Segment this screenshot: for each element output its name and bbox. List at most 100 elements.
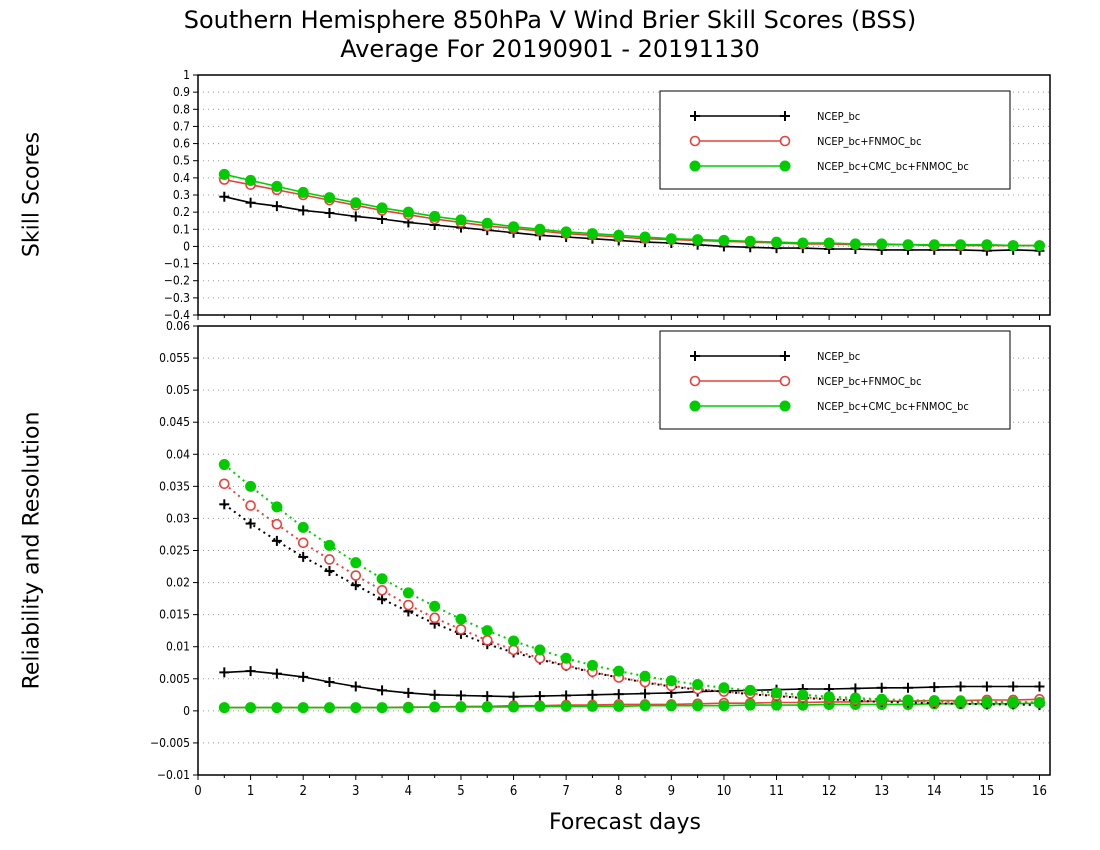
legend-label: NCEP_bc	[817, 110, 860, 123]
data-point	[639, 231, 651, 243]
legend-marker	[689, 375, 701, 387]
y-tick-label: −0.005	[150, 736, 190, 750]
y-tick-label: 0	[183, 239, 190, 253]
data-point	[297, 702, 309, 714]
data-point	[1033, 240, 1045, 252]
y-tick-label: −0.01	[157, 768, 190, 782]
y-tick-label: 0.045	[159, 415, 190, 429]
y-tick-label: 0.02	[166, 576, 190, 590]
data-point	[876, 238, 888, 250]
data-point	[245, 702, 257, 714]
data-point	[429, 701, 441, 713]
data-point	[928, 239, 940, 251]
data-point	[560, 226, 572, 238]
legend-marker	[689, 135, 701, 147]
data-point	[692, 700, 704, 712]
x-tick-label: 7	[562, 784, 569, 799]
y-tick-label: 0.8	[173, 102, 190, 116]
data-point	[402, 206, 414, 218]
data-point	[797, 689, 809, 701]
data-point	[323, 702, 335, 714]
data-point	[534, 700, 546, 712]
x-tick-label: 11	[769, 784, 784, 799]
data-point	[376, 584, 388, 596]
data-point	[271, 501, 283, 513]
y-tick-label: 0.7	[173, 119, 190, 133]
y-tick-label: 0.01	[166, 640, 190, 654]
legend-marker	[689, 400, 701, 412]
data-point	[297, 537, 309, 549]
data-point	[902, 239, 914, 251]
data-point	[297, 186, 309, 198]
data-point	[744, 235, 756, 247]
x-tick-label: 2	[299, 784, 306, 799]
x-tick-label: 8	[615, 784, 622, 799]
series-reliability-ncep-bc	[219, 666, 1045, 702]
plot-frame	[197, 325, 1051, 776]
x-tick-label: 5	[457, 784, 464, 799]
data-point	[849, 692, 861, 704]
data-point	[350, 557, 362, 569]
y-tick-label: 0.3	[173, 188, 190, 202]
plot-frame	[197, 74, 1051, 316]
data-point	[245, 174, 257, 186]
data-point	[771, 699, 783, 711]
x-tick-label: 0	[194, 784, 201, 799]
data-point	[271, 180, 283, 192]
data-point	[455, 613, 467, 625]
data-point	[981, 239, 993, 251]
data-point	[823, 237, 835, 249]
y-tick-label: −0.1	[164, 257, 190, 271]
y-tick-label: 0.5	[173, 154, 190, 168]
data-point	[402, 702, 414, 714]
data-point	[481, 625, 493, 637]
data-point	[481, 701, 493, 713]
data-point	[350, 702, 362, 714]
legend-marker	[779, 375, 791, 387]
data-point	[797, 237, 809, 249]
data-point	[324, 554, 335, 565]
data-point	[376, 202, 388, 214]
y-tick-label: 0.035	[159, 479, 190, 493]
data-point	[928, 695, 940, 707]
data-point	[429, 600, 441, 612]
series-line	[223, 483, 1040, 704]
data-point	[245, 480, 257, 492]
data-point	[718, 234, 730, 246]
x-axis-label: Forecast days	[548, 810, 701, 835]
data-point	[692, 679, 704, 691]
data-point	[613, 700, 625, 712]
data-point	[639, 700, 651, 712]
data-point	[376, 702, 388, 714]
data-point	[613, 229, 625, 241]
y-tick-label: −0.4	[164, 308, 190, 322]
data-point	[271, 702, 283, 714]
data-point	[586, 700, 598, 712]
x-tick-label: 14	[927, 784, 942, 799]
data-point	[849, 238, 861, 250]
data-point	[1007, 240, 1019, 252]
y-tick-label: 0.1	[173, 222, 190, 236]
x-tick-label: 13	[874, 784, 889, 799]
data-point	[481, 217, 493, 229]
legend-label: NCEP_bc	[817, 350, 860, 363]
data-point	[902, 694, 914, 706]
y-tick-label: 0.055	[159, 351, 190, 365]
x-tick-label: 1	[247, 784, 254, 799]
data-point	[323, 539, 335, 551]
x-tick-label: 3	[352, 784, 359, 799]
legend-box	[659, 90, 1011, 190]
data-point	[560, 700, 572, 712]
data-point	[744, 699, 756, 711]
data-point	[613, 665, 625, 677]
legend-label: NCEP_bc+FNMOC_bc	[817, 135, 922, 148]
data-point	[718, 700, 730, 712]
panel-reliability-resolution: 0.060.0550.050.0450.040.0350.030.0250.02…	[150, 319, 1051, 799]
y-tick-label: −0.3	[164, 291, 190, 305]
y-tick-label: 0.005	[159, 672, 190, 686]
y-tick-label: 0.025	[159, 544, 190, 558]
data-point	[455, 701, 467, 713]
legend-marker	[779, 135, 791, 147]
data-point	[218, 702, 230, 714]
legend-marker	[779, 160, 791, 172]
